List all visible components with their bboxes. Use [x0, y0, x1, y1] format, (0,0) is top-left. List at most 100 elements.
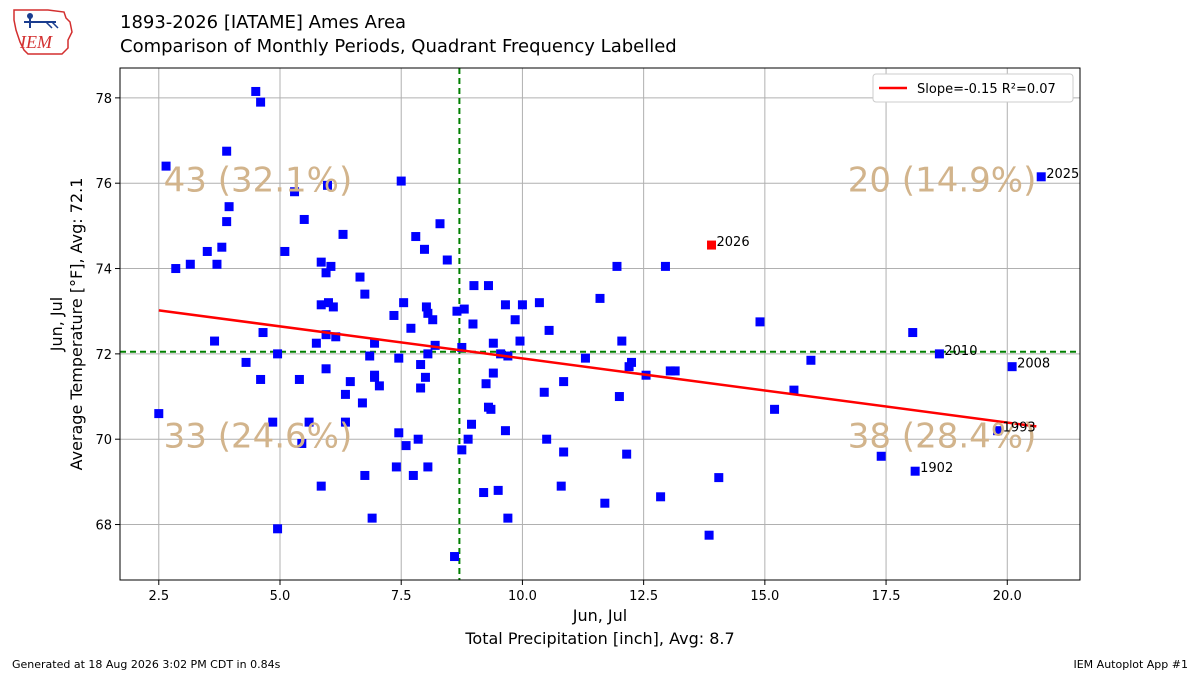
legend-box — [872, 73, 1074, 103]
data-point — [273, 349, 283, 359]
data-point — [280, 246, 290, 256]
data-point — [297, 438, 307, 448]
data-point — [503, 513, 513, 523]
data-point — [256, 97, 266, 107]
data-point — [416, 383, 426, 393]
x-tick-label: 17.5 — [872, 589, 901, 604]
data-point — [389, 310, 399, 320]
data-point — [419, 244, 429, 254]
quadrant-label: 43 (32.1%) — [164, 161, 353, 201]
data-point — [934, 349, 944, 359]
legend-label: Slope=-0.15 R²=0.07 — [917, 82, 1056, 97]
data-point — [331, 332, 341, 342]
x-tick-label: 7.5 — [391, 589, 412, 604]
data-point — [1007, 362, 1017, 372]
data-point — [323, 180, 333, 190]
year-annotation: 2025 — [1046, 167, 1079, 182]
data-point — [423, 462, 433, 472]
data-point — [714, 473, 724, 483]
data-point — [539, 387, 549, 397]
data-point — [251, 86, 261, 96]
data-point — [406, 323, 416, 333]
data-point — [430, 340, 440, 350]
data-point — [542, 434, 552, 444]
x-tick-label: 20.0 — [993, 589, 1022, 604]
year-annotation: 2008 — [1017, 357, 1050, 372]
data-point — [256, 374, 266, 384]
data-point — [328, 302, 338, 312]
data-point — [241, 357, 251, 367]
data-point — [421, 302, 431, 312]
data-point — [268, 417, 278, 427]
data-point — [467, 419, 477, 429]
data-point — [876, 451, 886, 461]
data-point — [396, 176, 406, 186]
data-point — [394, 353, 404, 363]
data-point — [469, 281, 479, 291]
y-tick-label: 74 — [95, 263, 112, 278]
data-point — [479, 488, 489, 498]
data-point — [161, 161, 171, 171]
y-axis-label-line1: Jun, Jul — [47, 297, 66, 352]
data-point — [212, 259, 222, 269]
data-point — [224, 202, 234, 212]
data-point — [299, 214, 309, 224]
data-point — [340, 389, 350, 399]
data-point — [420, 372, 430, 382]
data-point — [442, 255, 452, 265]
data-point — [399, 298, 409, 308]
quadrant-label: 20 (14.9%) — [848, 161, 1037, 201]
data-point — [391, 462, 401, 472]
data-point — [580, 353, 590, 363]
data-point — [488, 368, 498, 378]
data-point — [559, 447, 569, 457]
data-point — [338, 229, 348, 239]
data-point — [304, 417, 314, 427]
data-point — [217, 242, 227, 252]
data-point — [408, 470, 418, 480]
data-point — [556, 481, 566, 491]
quadrant-label: 33 (24.6%) — [164, 417, 353, 457]
data-point — [154, 409, 164, 419]
data-point — [500, 300, 510, 310]
data-point — [428, 315, 438, 325]
quadrant-labels: 43 (32.1%) 20 (14.9%) 33 (24.6%) 38 (28.4%) — [164, 161, 1037, 457]
data-point — [222, 146, 232, 156]
x-tick-label: 5.0 — [270, 589, 291, 604]
data-point — [789, 385, 799, 395]
data-point — [413, 434, 423, 444]
data-point — [459, 304, 469, 314]
data-point — [367, 513, 377, 523]
data-point — [452, 306, 462, 316]
iem-logo-text: IEM — [19, 32, 53, 52]
data-point — [910, 466, 920, 476]
data-point — [401, 441, 411, 451]
data-point — [600, 498, 610, 508]
data-point — [326, 261, 336, 271]
x-tick-label: 2.5 — [148, 589, 169, 604]
data-point — [457, 445, 467, 455]
year-annotations: 2026 2025 2010 2008 1993 1902 — [717, 167, 1080, 476]
data-point — [670, 366, 680, 376]
data-point — [171, 264, 181, 274]
data-point — [612, 261, 622, 271]
data-point — [321, 330, 331, 340]
x-tick-label: 15.0 — [750, 589, 779, 604]
data-point — [340, 417, 350, 427]
data-point — [360, 470, 370, 480]
data-point — [185, 259, 195, 269]
data-point — [345, 377, 355, 387]
data-point — [357, 398, 367, 408]
x-axis-label-line2: Total Precipitation [inch], Avg: 8.7 — [464, 629, 734, 648]
data-point — [468, 319, 478, 329]
data-point — [908, 328, 918, 338]
data-point — [365, 351, 375, 361]
y-tick-label: 78 — [95, 92, 112, 107]
data-points — [154, 86, 1046, 562]
data-point — [486, 404, 496, 414]
x-tick-label: 10.0 — [508, 589, 537, 604]
x-axis-label-line1: Jun, Jul — [572, 606, 627, 625]
legend: Slope=-0.15 R²=0.07 — [872, 73, 1074, 103]
data-point — [290, 187, 300, 197]
quadrant-label: 38 (28.4%) — [848, 417, 1037, 457]
